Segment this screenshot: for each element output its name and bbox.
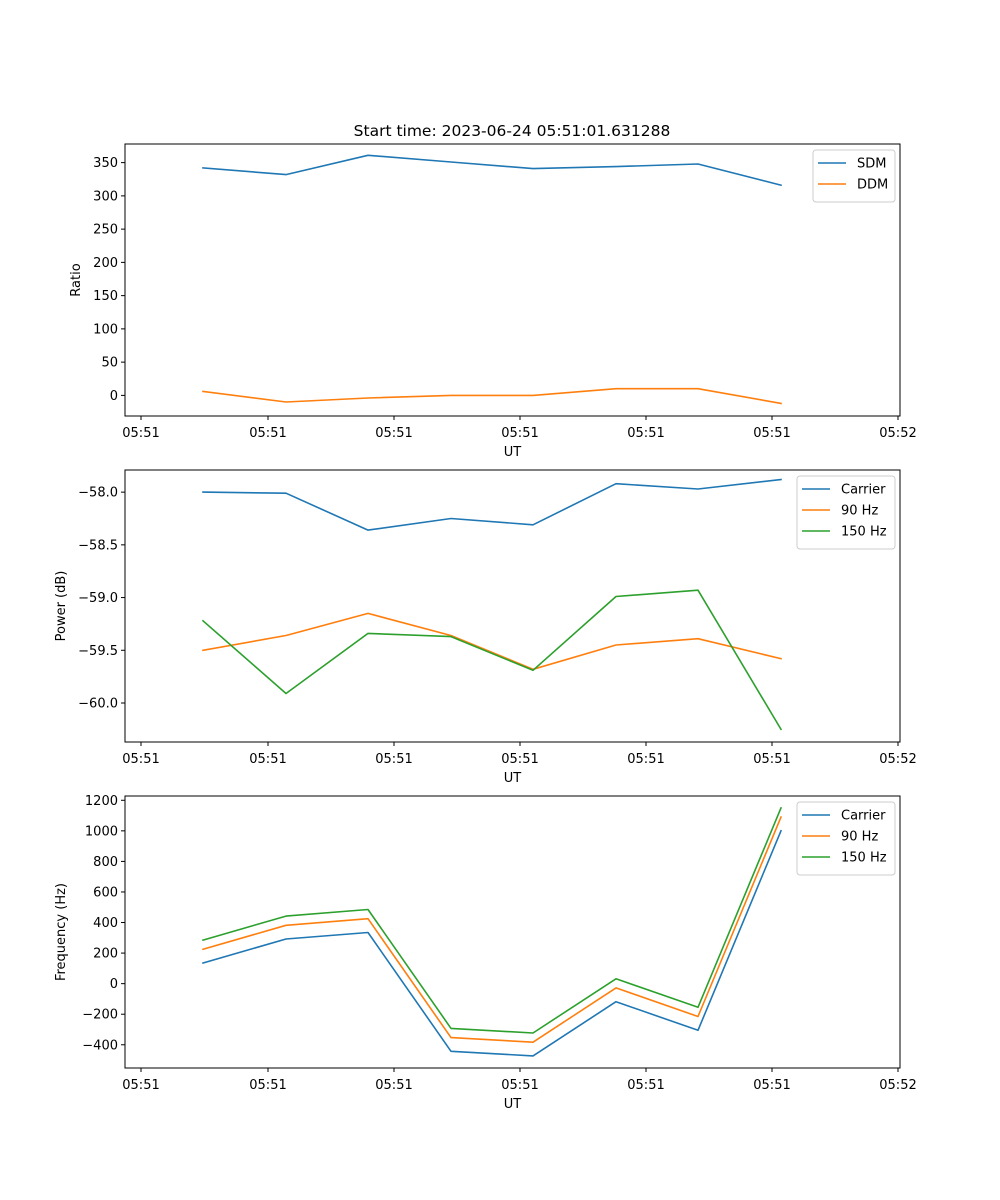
y-tick-label: 0 — [110, 977, 118, 992]
y-tick-label: 800 — [93, 855, 118, 870]
x-tick-label: 05:51 — [249, 426, 286, 441]
y-tick-label: 400 — [93, 916, 118, 931]
x-tick-label: 05:51 — [122, 752, 159, 767]
x-tick-label: 05:51 — [753, 752, 790, 767]
y-tick-label: 200 — [93, 256, 118, 271]
y-axis-label: Power (dB) — [54, 571, 69, 642]
legend-entry: 90 Hz — [841, 830, 878, 845]
axes-frame — [124, 143, 901, 417]
x-axis-label: UT — [504, 445, 522, 460]
y-axis-label: Ratio — [69, 263, 84, 296]
x-tick-label: 05:52 — [879, 752, 916, 767]
panel-0: 05:51 05:51 05:51 05:51 05:51 05:51 05:52 0 50 10… — [69, 143, 917, 460]
x-tick-label: 05:51 — [627, 752, 664, 767]
x-tick-label: 05:51 — [753, 426, 790, 441]
y-tick-label: −400 — [82, 1038, 118, 1053]
legend-entry: 150 Hz — [841, 851, 887, 866]
x-tick-label: 05:51 — [627, 426, 664, 441]
y-tick-label: 300 — [93, 189, 118, 204]
y-tick-label: −59.0 — [78, 591, 118, 606]
series-line-ddm — [202, 387, 782, 405]
series-line-sdm — [202, 154, 782, 187]
legend-entry: 150 Hz — [841, 525, 887, 540]
legend: Carrier 90 Hz 150 Hz — [796, 475, 896, 550]
legend-entry: Carrier — [841, 809, 886, 824]
series-line-150-hz — [202, 806, 783, 1034]
y-tick-label: −58.5 — [78, 538, 118, 553]
x-tick-label: 05:51 — [249, 1078, 286, 1093]
series-line-carrier — [202, 829, 783, 1057]
legend-entry: Carrier — [841, 483, 886, 498]
panels: 05:51 05:51 05:51 05:51 05:51 05:51 05:52 0 50 10… — [54, 143, 917, 1112]
series-line-90-hz — [202, 816, 783, 1043]
x-tick-label: 05:51 — [249, 752, 286, 767]
y-tick-label: 50 — [101, 356, 118, 371]
legend: Carrier 90 Hz 150 Hz — [796, 801, 896, 876]
x-tick-label: 05:51 — [375, 1078, 412, 1093]
y-tick-label: −58.0 — [78, 486, 118, 501]
y-tick-label: 1200 — [85, 794, 118, 809]
x-tick-label: 05:51 — [375, 752, 412, 767]
x-tick-label: 05:51 — [122, 426, 159, 441]
x-tick-label: 05:51 — [122, 1078, 159, 1093]
y-tick-label: −60.0 — [78, 696, 118, 711]
y-tick-label: −59.5 — [78, 644, 118, 659]
legend-entry: SDM — [857, 157, 886, 172]
x-tick-label: 05:51 — [375, 426, 412, 441]
x-axis-label: UT — [504, 1097, 522, 1112]
x-axis-label: UT — [504, 771, 522, 786]
axes-frame — [124, 795, 901, 1069]
y-tick-label: 250 — [93, 223, 118, 238]
series-line-carrier — [202, 478, 782, 531]
x-tick-label: 05:51 — [501, 752, 538, 767]
axes-frame — [124, 469, 901, 743]
y-axis-label: Frequency (Hz) — [54, 883, 69, 981]
x-tick-label: 05:52 — [879, 1078, 916, 1093]
legend-entry: 90 Hz — [841, 504, 878, 519]
x-tick-label: 05:51 — [501, 426, 538, 441]
panel-1: 05:51 05:51 05:51 05:51 05:51 05:51 05:52 −60.0… — [54, 469, 917, 786]
legend: SDM DDM — [812, 149, 896, 203]
chart-title: Start time: 2023-06-24 05:51:01.631288 — [354, 122, 671, 140]
y-tick-label: 1000 — [85, 824, 118, 839]
series-line-90-hz — [202, 612, 782, 671]
y-tick-label: 350 — [93, 156, 118, 171]
x-tick-label: 05:51 — [501, 1078, 538, 1093]
y-tick-label: 0 — [110, 389, 118, 404]
series-line-150-hz — [201, 589, 783, 731]
y-tick-label: 150 — [93, 289, 118, 304]
x-tick-label: 05:51 — [753, 1078, 790, 1093]
panel-2: 05:51 05:51 05:51 05:51 05:51 05:51 05:52 −400 −… — [54, 794, 917, 1112]
x-tick-label: 05:51 — [627, 1078, 664, 1093]
y-tick-label: −200 — [82, 1008, 118, 1023]
x-tick-label: 05:52 — [879, 426, 916, 441]
y-tick-label: 100 — [93, 322, 118, 337]
y-tick-label: 200 — [93, 947, 118, 962]
legend-entry: DDM — [857, 178, 888, 193]
y-tick-label: 600 — [93, 885, 118, 900]
